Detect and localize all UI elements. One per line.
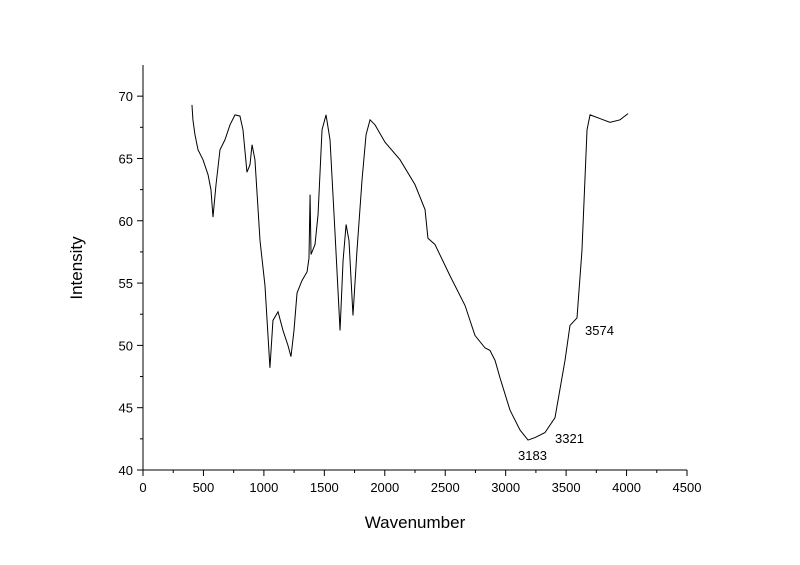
peak-annotation: 3574 [585, 323, 614, 338]
x-tick-label: 3000 [491, 480, 520, 495]
y-tick-label: 40 [119, 463, 133, 478]
y-tick-label: 65 [119, 151, 133, 166]
y-tick-label: 50 [119, 338, 133, 353]
y-tick-label: 55 [119, 276, 133, 291]
spectrum-line [191, 104, 629, 441]
peak-annotation: 3321 [555, 431, 584, 446]
y-tick-label: 70 [119, 89, 133, 104]
x-tick-label: 1500 [310, 480, 339, 495]
x-tick-label: 0 [139, 480, 146, 495]
x-tick-label: 4000 [612, 480, 641, 495]
y-tick-label: 45 [119, 401, 133, 416]
x-tick-label: 4500 [673, 480, 702, 495]
y-tick-label: 60 [119, 214, 133, 229]
y-axis-title: Intensity [67, 236, 86, 300]
x-tick-label: 2000 [370, 480, 399, 495]
x-tick-label: 500 [193, 480, 215, 495]
x-tick-label: 2500 [431, 480, 460, 495]
peak-annotation: 3183 [518, 448, 547, 463]
x-axis-title: Wavenumber [365, 513, 466, 532]
x-tick-label: 3500 [552, 480, 581, 495]
x-tick-label: 1000 [249, 480, 278, 495]
